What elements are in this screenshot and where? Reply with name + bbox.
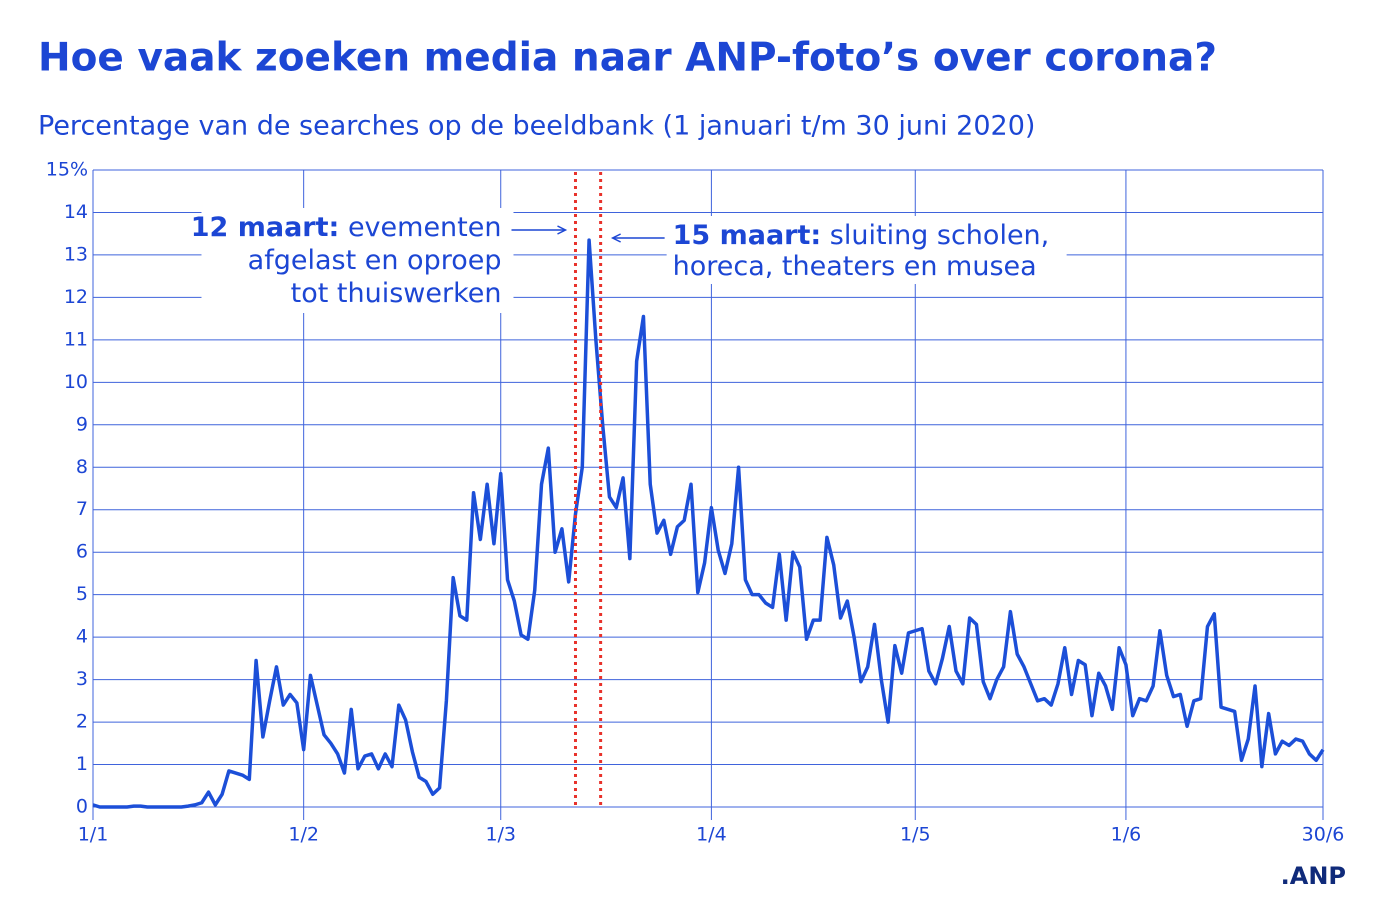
x-tick-label: 1/1 — [78, 824, 109, 846]
y-tick-label: 10 — [64, 371, 88, 393]
chart-title: Hoe vaak zoeken media naar ANP-foto’s ov… — [38, 36, 1217, 81]
y-tick-label: 11 — [64, 328, 88, 350]
y-tick-label: 8 — [76, 456, 88, 478]
x-tick-label: 1/2 — [288, 824, 319, 846]
x-tick-label: 1/5 — [900, 824, 931, 846]
annotation-space — [821, 220, 830, 251]
annotation-line: sluiting scholen, — [830, 220, 1049, 251]
annotation-line: afgelast en oproep — [248, 245, 502, 276]
y-tick-label: 2 — [76, 711, 88, 733]
annotation-bold: 15 maart: — [673, 220, 822, 251]
annotation-text: tot thuiswerken — [291, 278, 502, 309]
x-tick-label: 1/3 — [485, 824, 516, 846]
y-tick-label: 4 — [76, 626, 88, 648]
arrow-head — [557, 225, 568, 235]
annotation-background — [666, 216, 1067, 284]
y-tick-label: 12 — [64, 286, 88, 308]
annotation-background — [201, 208, 514, 313]
chart-subtitle: Percentage van de searches op de beeldba… — [38, 111, 1035, 142]
data-line — [92, 238, 1325, 809]
annotation-space — [339, 212, 348, 243]
x-tick-label: 1/4 — [696, 824, 727, 846]
y-tick-label: 9 — [76, 413, 88, 435]
y-tick-label: 13 — [64, 243, 88, 265]
x-tick-label: 1/6 — [1111, 824, 1142, 846]
plot — [92, 238, 1325, 809]
y-tick-label: 6 — [76, 541, 88, 563]
annotation-text: afgelast en oproep — [248, 245, 502, 276]
y-tick-label: 0 — [76, 796, 88, 818]
annotation-text: 12 maart: evementen — [191, 212, 502, 243]
logo: .ANP — [1281, 862, 1346, 890]
annotation-text: horeca, theaters en musea — [673, 251, 1037, 282]
y-tick-label: 15% — [46, 159, 88, 181]
annotation-line: horeca, theaters en musea — [673, 251, 1037, 282]
y-tick-label: 7 — [76, 498, 88, 520]
annotation-text: 15 maart: sluiting scholen, — [673, 220, 1050, 251]
arrow-head — [610, 233, 621, 243]
y-tick-label: 1 — [76, 753, 88, 775]
annotation-bold: 12 maart: — [191, 212, 340, 243]
annotation-line: tot thuiswerken — [291, 278, 502, 309]
annotation-line: evementen — [348, 212, 502, 243]
x-tick-label: 30/6 — [1302, 824, 1345, 846]
y-tick-label: 5 — [76, 583, 88, 605]
y-tick-label: 14 — [64, 201, 88, 223]
y-tick-label: 3 — [76, 668, 88, 690]
